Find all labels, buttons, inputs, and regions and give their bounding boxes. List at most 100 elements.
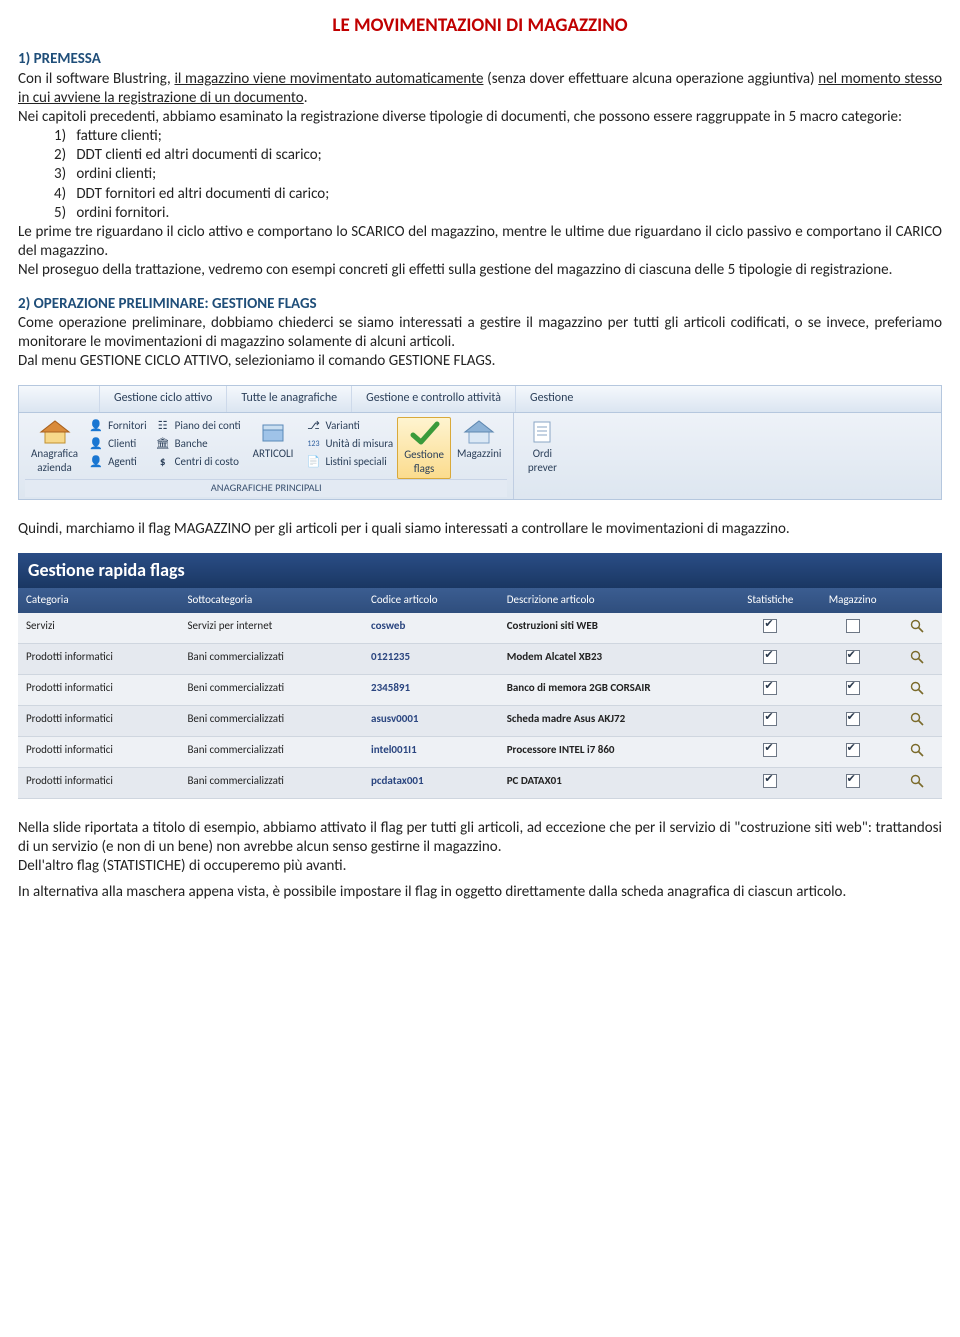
section-flags: 2) OPERAZIONE PRELIMINARE: GESTIONE FLAG…	[18, 295, 942, 372]
checkbox-icon[interactable]	[846, 743, 860, 757]
list-item: 2) DDT clienti ed altri documenti di sca…	[54, 146, 942, 165]
ribbon-button-magazzini[interactable]: Magazzini	[451, 417, 507, 479]
ribbon-button-fornitori[interactable]: 👤Fornitori	[84, 417, 151, 435]
checkbox-icon[interactable]	[846, 650, 860, 664]
magnifier-icon[interactable]	[910, 650, 924, 664]
ribbon-tab[interactable]: Gestione ciclo attivo	[100, 386, 227, 411]
table-row[interactable]: Prodotti informaticiBani commercializzat…	[18, 768, 942, 799]
table-row[interactable]: Prodotti informaticiBeni commercializzat…	[18, 706, 942, 737]
ribbon-tab-empty[interactable]	[19, 386, 100, 411]
flags-grid: Gestione rapida flags Categoria Sottocat…	[18, 553, 942, 799]
cell-magazzino[interactable]	[812, 768, 892, 798]
para: Le prime tre riguardano il ciclo attivo …	[18, 223, 942, 261]
magnifier-icon[interactable]	[910, 619, 924, 633]
check-icon	[407, 420, 441, 446]
magnifier-icon[interactable]	[910, 774, 924, 788]
magnifier-icon[interactable]	[910, 712, 924, 726]
label: azienda	[37, 461, 71, 475]
grid-header-row: Categoria Sottocategoria Codice articolo…	[18, 588, 942, 612]
label: ARTICOLI	[253, 447, 294, 461]
cell-statistiche[interactable]	[728, 644, 812, 674]
house-icon	[463, 419, 495, 445]
tree-icon: ☷	[155, 418, 171, 434]
cell-magazzino[interactable]	[812, 675, 892, 705]
col-header[interactable]: Statistiche	[728, 588, 812, 612]
cell-magazzino[interactable]	[812, 613, 892, 643]
checkbox-icon[interactable]	[763, 681, 777, 695]
col-header[interactable]: Sottocategoria	[179, 588, 363, 612]
col-header[interactable]: Magazzino	[812, 588, 892, 612]
text: .	[304, 89, 308, 107]
checkbox-icon[interactable]	[763, 619, 777, 633]
checkbox-icon[interactable]	[846, 774, 860, 788]
checkbox-icon[interactable]	[763, 774, 777, 788]
checkbox-icon[interactable]	[846, 681, 860, 695]
checkbox-icon[interactable]	[846, 619, 860, 633]
cell-descrizione: PC DATAX01	[499, 768, 729, 798]
text: (senza dover effettuare alcuna operazion…	[483, 70, 818, 88]
cell-action[interactable]	[893, 675, 942, 705]
box-icon	[257, 419, 289, 445]
cell-magazzino[interactable]	[812, 706, 892, 736]
ribbon-tab[interactable]: Tutte le anagrafiche	[227, 386, 352, 411]
ribbon-button-listini[interactable]: 📄Listini speciali	[301, 453, 397, 471]
col-header[interactable]: Descrizione articolo	[499, 588, 729, 612]
checkbox-icon[interactable]	[763, 743, 777, 757]
person-icon: 👤	[88, 454, 104, 470]
ribbon-button-articoli[interactable]: ARTICOLI	[245, 417, 302, 479]
ribbon-body: Anagrafica azienda 👤Fornitori 👤Clienti 👤…	[19, 413, 941, 500]
ribbon-button-clienti[interactable]: 👤Clienti	[84, 435, 151, 453]
cell-statistiche[interactable]	[728, 737, 812, 767]
para: Nei capitoli precedenti, abbiamo esamina…	[18, 108, 942, 127]
checkbox-icon[interactable]	[763, 650, 777, 664]
cell-categoria: Prodotti informatici	[18, 675, 179, 705]
ribbon-tab[interactable]: Gestione e controllo attività	[352, 386, 516, 411]
table-row[interactable]: Prodotti informaticiBeni commercializzat…	[18, 675, 942, 706]
checkbox-icon[interactable]	[763, 712, 777, 726]
col-header[interactable]: Codice articolo	[363, 588, 499, 612]
ribbon-button-piano-conti[interactable]: ☷Piano dei conti	[151, 417, 245, 435]
bank-icon: 🏛	[155, 436, 171, 452]
branch-icon: ⎇	[305, 418, 321, 434]
table-row[interactable]: Prodotti informaticiBani commercializzat…	[18, 737, 942, 768]
label: prever	[528, 461, 557, 475]
cell-action[interactable]	[893, 737, 942, 767]
label: Clienti	[108, 437, 136, 451]
ribbon-button-varianti[interactable]: ⎇Varianti	[301, 417, 397, 435]
ribbon-button-unita-misura[interactable]: 123Unità di misura	[301, 435, 397, 453]
checkbox-icon[interactable]	[846, 712, 860, 726]
ribbon-button-agenti[interactable]: 👤Agenti	[84, 453, 151, 471]
cell-magazzino[interactable]	[812, 737, 892, 767]
section-4: Nella slide riportata a titolo di esempi…	[18, 819, 942, 902]
cell-codice: asusv0001	[363, 706, 499, 736]
magnifier-icon[interactable]	[910, 681, 924, 695]
cell-statistiche[interactable]	[728, 675, 812, 705]
cell-statistiche[interactable]	[728, 768, 812, 798]
cell-action[interactable]	[893, 768, 942, 798]
ribbon-button-banche[interactable]: 🏛Banche	[151, 435, 245, 453]
label: flags	[414, 462, 435, 476]
table-row[interactable]: Prodotti informaticiBani commercializzat…	[18, 644, 942, 675]
cell-statistiche[interactable]	[728, 613, 812, 643]
cell-statistiche[interactable]	[728, 706, 812, 736]
ribbon-button-anagrafica-azienda[interactable]: Anagrafica azienda	[25, 417, 84, 479]
para: Quindi, marchiamo il flag MAGAZZINO per …	[18, 520, 942, 539]
cell-action[interactable]	[893, 613, 942, 643]
dollar-icon: $	[155, 454, 171, 470]
ribbon-screenshot: Gestione ciclo attivo Tutte le anagrafic…	[18, 385, 942, 500]
ribbon-button-ordini[interactable]: Ordi prever	[520, 417, 564, 477]
ribbon-group-title: ANAGRAFICHE PRINCIPALI	[25, 479, 507, 497]
ribbon-button-gestione-flags[interactable]: Gestione flags	[397, 417, 451, 479]
cell-categoria: Prodotti informatici	[18, 768, 179, 798]
cell-action[interactable]	[893, 644, 942, 674]
cell-action[interactable]	[893, 706, 942, 736]
ribbon-tab[interactable]: Gestione	[516, 386, 587, 411]
heading-2: 2) OPERAZIONE PRELIMINARE: GESTIONE FLAG…	[18, 295, 317, 313]
table-row[interactable]: ServiziServizi per internetcoswebCostruz…	[18, 613, 942, 644]
magnifier-icon[interactable]	[910, 743, 924, 757]
col-header[interactable]: Categoria	[18, 588, 179, 612]
cell-magazzino[interactable]	[812, 644, 892, 674]
cell-descrizione: Processore INTEL i7 860	[499, 737, 729, 767]
ribbon-button-centri-costo[interactable]: $Centri di costo	[151, 453, 245, 471]
cell-categoria: Prodotti informatici	[18, 737, 179, 767]
